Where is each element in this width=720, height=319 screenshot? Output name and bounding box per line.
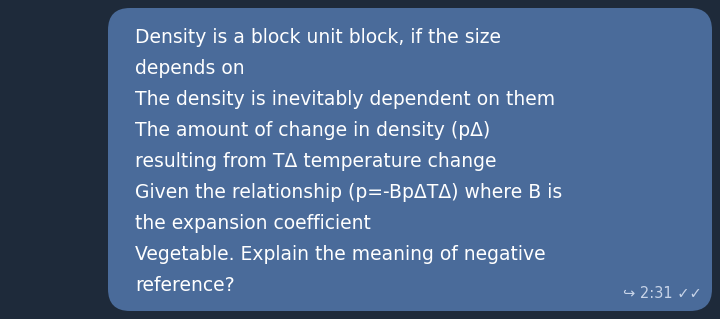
Text: the expansion coefficient: the expansion coefficient bbox=[135, 214, 371, 233]
Text: depends on: depends on bbox=[135, 59, 245, 78]
Text: Vegetable. Explain the meaning of negative: Vegetable. Explain the meaning of negati… bbox=[135, 245, 546, 264]
Text: The amount of change in density (pΔ): The amount of change in density (pΔ) bbox=[135, 121, 490, 140]
Text: The density is inevitably dependent on them: The density is inevitably dependent on t… bbox=[135, 90, 555, 109]
Text: Density is a block unit block, if the size: Density is a block unit block, if the si… bbox=[135, 28, 501, 47]
Text: reference?: reference? bbox=[135, 276, 235, 295]
Text: resulting from TΔ temperature change: resulting from TΔ temperature change bbox=[135, 152, 497, 171]
FancyBboxPatch shape bbox=[108, 8, 712, 311]
Text: ↪ 2:31 ✓✓: ↪ 2:31 ✓✓ bbox=[624, 286, 702, 301]
Text: Given the relationship (p=-BpΔTΔ) where B is: Given the relationship (p=-BpΔTΔ) where … bbox=[135, 183, 562, 202]
